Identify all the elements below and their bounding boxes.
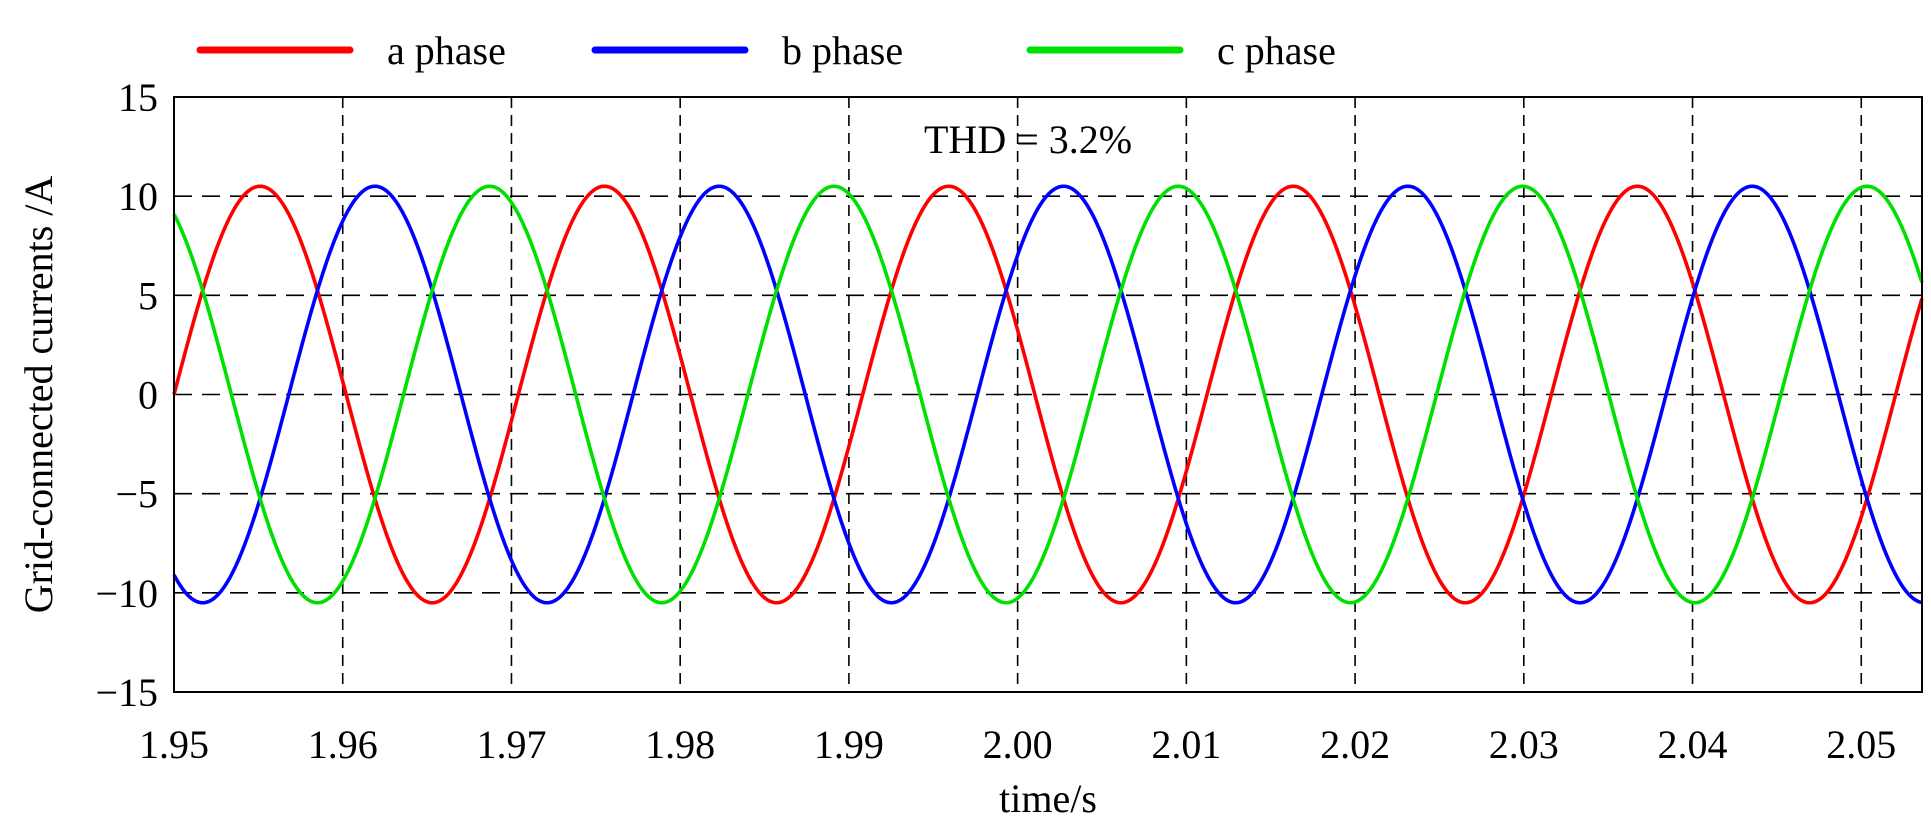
thd-annotation: THD = 3.2%	[924, 117, 1132, 162]
x-tick-label: 2.04	[1658, 722, 1728, 767]
y-axis: 15 10 5 0 −5 −10 −15	[95, 75, 158, 715]
y-axis-label: Grid-connected currents /A	[16, 176, 61, 614]
x-axis: 1.95 1.96 1.97 1.98 1.99 2.00 2.01 2.02 2.03 2.04…	[139, 722, 1896, 767]
y-tick-label: 10	[118, 174, 158, 219]
y-tick-label: 5	[138, 273, 158, 318]
legend: a phase b phase c phase	[196, 28, 1336, 73]
y-tick-label: −10	[95, 571, 158, 616]
series-layer	[172, 184, 1924, 605]
x-tick-label: 2.02	[1320, 722, 1390, 767]
x-tick-label: 1.97	[476, 722, 546, 767]
legend-label: a phase	[387, 28, 506, 73]
x-tick-label: 2.01	[1151, 722, 1221, 767]
y-tick-label: −15	[95, 670, 158, 715]
plot-frame	[173, 96, 1923, 693]
x-tick-label: 1.98	[645, 722, 715, 767]
x-tick-label: 2.05	[1826, 722, 1896, 767]
series-line-b-phase	[172, 184, 1923, 605]
y-tick-label: −5	[115, 472, 158, 517]
legend-label: b phase	[782, 28, 903, 73]
series-line-a-phase	[172, 184, 1924, 605]
x-tick-label: 1.95	[139, 722, 209, 767]
x-tick-label: 2.00	[983, 722, 1053, 767]
x-tick-label: 1.96	[308, 722, 378, 767]
y-tick-label: 0	[138, 373, 158, 418]
series-line-c-phase	[172, 184, 1924, 605]
x-tick-label: 1.99	[814, 722, 884, 767]
x-axis-label: time/s	[999, 776, 1097, 821]
x-tick-label: 2.03	[1489, 722, 1559, 767]
legend-label: c phase	[1217, 28, 1336, 73]
y-tick-label: 15	[118, 75, 158, 120]
